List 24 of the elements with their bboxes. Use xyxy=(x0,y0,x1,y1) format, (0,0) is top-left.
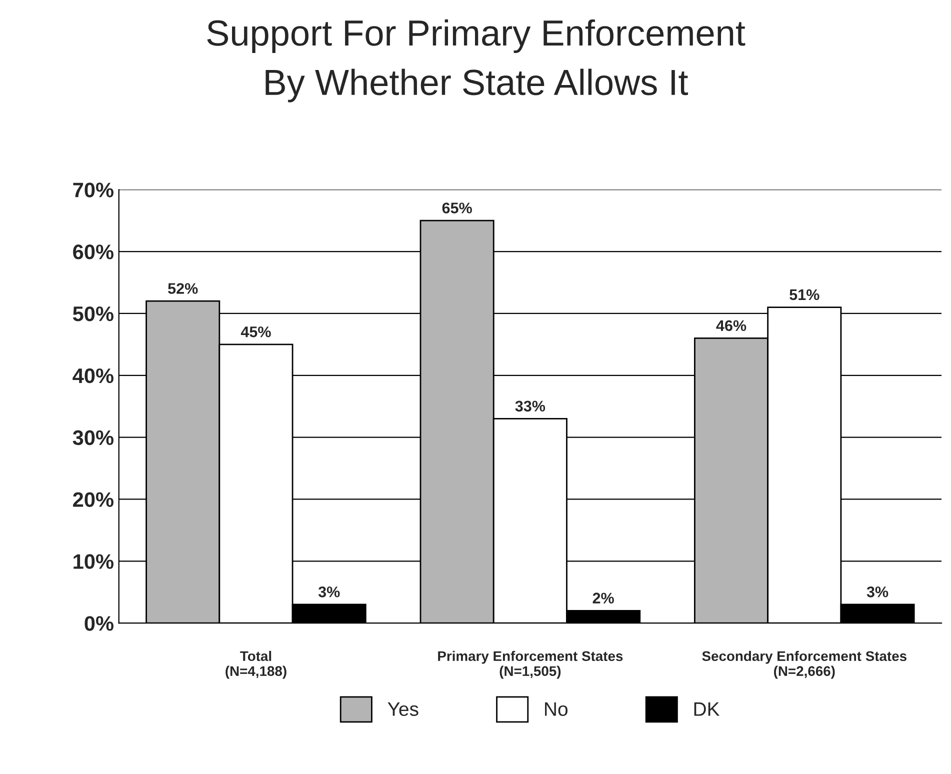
legend-label: DK xyxy=(694,702,720,716)
y-tick-label: 70% xyxy=(73,182,114,198)
y-tick-label: 50% xyxy=(72,306,114,322)
legend-label: No xyxy=(545,702,568,716)
y-tick-label: 30% xyxy=(72,430,114,446)
text: 3% xyxy=(866,586,888,598)
text: 33% xyxy=(515,400,546,412)
text: 2% xyxy=(592,592,614,604)
x-tick-label: Total (N=4,188) xyxy=(226,650,286,679)
y-tick-label: 10% xyxy=(74,554,114,569)
chart-title: Support For Primary Enforcement By Whether State Allows It xyxy=(207,19,746,102)
y-tick-label: 40% xyxy=(72,368,114,384)
text: 52% xyxy=(168,283,198,294)
text: 3% xyxy=(318,586,340,598)
y-tick-label: 20% xyxy=(73,492,114,507)
text: 45% xyxy=(240,326,271,338)
x-tick-label: Primary Enforcement States (N=1,505) xyxy=(438,650,623,679)
text: 46% xyxy=(716,320,746,332)
x-tick-label: Secondary Enforcement States (N=2,666) xyxy=(702,650,906,679)
y-tick-label: 0% xyxy=(84,616,114,631)
text: 65% xyxy=(442,202,472,214)
y-tick-label: 60% xyxy=(73,244,114,260)
legend-label: Yes xyxy=(388,702,418,716)
text: 51% xyxy=(790,289,820,300)
